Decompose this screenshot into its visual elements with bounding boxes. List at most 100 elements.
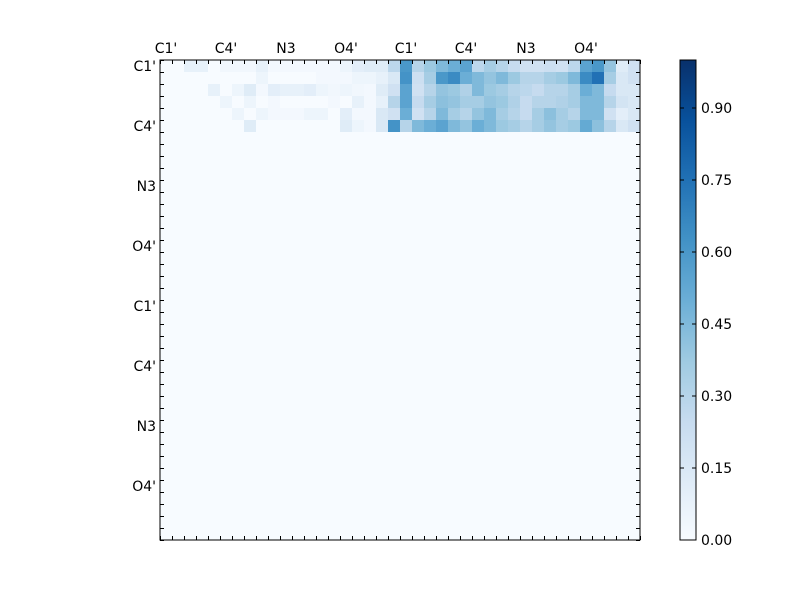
heatmap-cell (184, 168, 197, 181)
heatmap-cell (244, 180, 257, 193)
heatmap-cell (628, 72, 641, 85)
heatmap-cell (412, 156, 425, 169)
heatmap-cell (592, 96, 605, 109)
heatmap-cell (436, 396, 449, 409)
heatmap-cell (400, 60, 413, 73)
heatmap-cell (172, 96, 185, 109)
heatmap-cell (292, 408, 305, 421)
heatmap-cell (580, 60, 593, 73)
heatmap-cell (268, 72, 281, 85)
heatmap-cell (184, 108, 197, 121)
y-tick-label: C4' (133, 359, 156, 375)
heatmap-cell (388, 300, 401, 313)
heatmap-cell (472, 348, 485, 361)
heatmap-cell (448, 108, 461, 121)
x-axis-tick-labels: C1' C4' N3 O4' C1' C4' N3 O4' (155, 41, 598, 57)
heatmap-cell (292, 120, 305, 133)
heatmap-cell (268, 468, 281, 481)
heatmap-cell (496, 408, 509, 421)
heatmap-cell (400, 264, 413, 277)
heatmap-cell (460, 252, 473, 265)
heatmap-cell (436, 264, 449, 277)
heatmap-cell (208, 180, 221, 193)
heatmap-cell (256, 180, 269, 193)
heatmap-cell (448, 324, 461, 337)
heatmap-cell (592, 240, 605, 253)
heatmap-cell (568, 408, 581, 421)
heatmap-cell (196, 516, 209, 529)
heatmap-cell (628, 204, 641, 217)
heatmap-cell (376, 468, 389, 481)
heatmap-cell (592, 504, 605, 517)
heatmap-cell (376, 228, 389, 241)
heatmap-cell (232, 324, 245, 337)
heatmap-cell (328, 324, 341, 337)
heatmap-cell (280, 444, 293, 457)
heatmap-cell (628, 312, 641, 325)
heatmap-cell (316, 528, 329, 541)
heatmap-cell (412, 240, 425, 253)
heatmap-cell (400, 228, 413, 241)
heatmap-cell (532, 348, 545, 361)
heatmap-cell (280, 276, 293, 289)
heatmap-cell (184, 408, 197, 421)
heatmap-cell (616, 420, 629, 433)
heatmap-cell (520, 516, 533, 529)
heatmap-cell (448, 384, 461, 397)
heatmap-cell (196, 120, 209, 133)
heatmap-cell (436, 360, 449, 373)
heatmap-cell (268, 144, 281, 157)
heatmap-cell (568, 132, 581, 145)
heatmap-cell (172, 492, 185, 505)
heatmap-cell (436, 408, 449, 421)
heatmap-cell (460, 420, 473, 433)
heatmap-cell (520, 288, 533, 301)
heatmap-cell (448, 204, 461, 217)
heatmap-cell (628, 132, 641, 145)
heatmap-cell (472, 276, 485, 289)
heatmap-cell (376, 216, 389, 229)
heatmap-cell (460, 192, 473, 205)
heatmap-cell (532, 156, 545, 169)
heatmap-cell (352, 384, 365, 397)
heatmap-cell (412, 312, 425, 325)
heatmap-cell (460, 288, 473, 301)
heatmap-cell (160, 132, 173, 145)
heatmap-cell (184, 492, 197, 505)
heatmap-cell (232, 60, 245, 73)
heatmap-cell (328, 120, 341, 133)
heatmap-cell (400, 336, 413, 349)
heatmap-cell (604, 264, 617, 277)
heatmap-cell (160, 444, 173, 457)
heatmap-cell (484, 432, 497, 445)
heatmap-cell (556, 300, 569, 313)
heatmap-cell (604, 108, 617, 121)
heatmap-cell (352, 396, 365, 409)
heatmap-cell (208, 96, 221, 109)
heatmap-cell (412, 192, 425, 205)
heatmap-cell (544, 108, 557, 121)
heatmap-cell (232, 480, 245, 493)
heatmap-cell (304, 96, 317, 109)
heatmap-cell (484, 84, 497, 97)
heatmap-cell (544, 360, 557, 373)
heatmap-cell (520, 504, 533, 517)
heatmap-cell (532, 504, 545, 517)
heatmap-cell (376, 144, 389, 157)
heatmap-cell (556, 384, 569, 397)
heatmap-cell (508, 108, 521, 121)
heatmap-cell (448, 132, 461, 145)
heatmap-cell (172, 432, 185, 445)
heatmap-cell (292, 468, 305, 481)
heatmap-cell (472, 480, 485, 493)
heatmap-cell (436, 444, 449, 457)
heatmap-cell (604, 432, 617, 445)
heatmap-cell (304, 156, 317, 169)
heatmap-cell (352, 168, 365, 181)
heatmap-cell (496, 120, 509, 133)
heatmap-cell (412, 72, 425, 85)
heatmap-cell (532, 408, 545, 421)
heatmap-cell (184, 384, 197, 397)
heatmap-cell (316, 384, 329, 397)
heatmap-cell (580, 84, 593, 97)
